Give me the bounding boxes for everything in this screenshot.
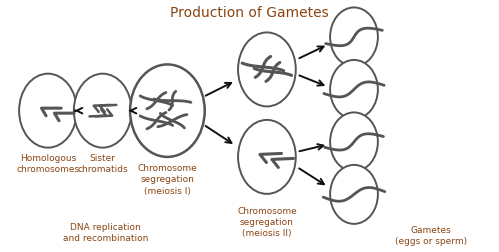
Ellipse shape <box>238 33 296 106</box>
Ellipse shape <box>238 120 296 194</box>
Ellipse shape <box>130 65 205 157</box>
Text: DNA replication
and recombination: DNA replication and recombination <box>62 223 148 243</box>
Ellipse shape <box>19 74 77 148</box>
Text: Chromosome
segregation
(meiosis I): Chromosome segregation (meiosis I) <box>138 164 197 196</box>
Ellipse shape <box>330 112 378 171</box>
Text: Sister
chromatids: Sister chromatids <box>77 154 128 174</box>
Ellipse shape <box>74 74 132 148</box>
Ellipse shape <box>330 60 378 119</box>
Ellipse shape <box>330 165 378 224</box>
Ellipse shape <box>330 8 378 67</box>
Text: Gametes
(eggs or sperm): Gametes (eggs or sperm) <box>395 226 467 246</box>
Text: Production of Gametes: Production of Gametes <box>170 6 329 20</box>
Text: Chromosome
segregation
(meiosis II): Chromosome segregation (meiosis II) <box>237 207 297 238</box>
Text: Homologous
chromosomes: Homologous chromosomes <box>16 154 79 174</box>
